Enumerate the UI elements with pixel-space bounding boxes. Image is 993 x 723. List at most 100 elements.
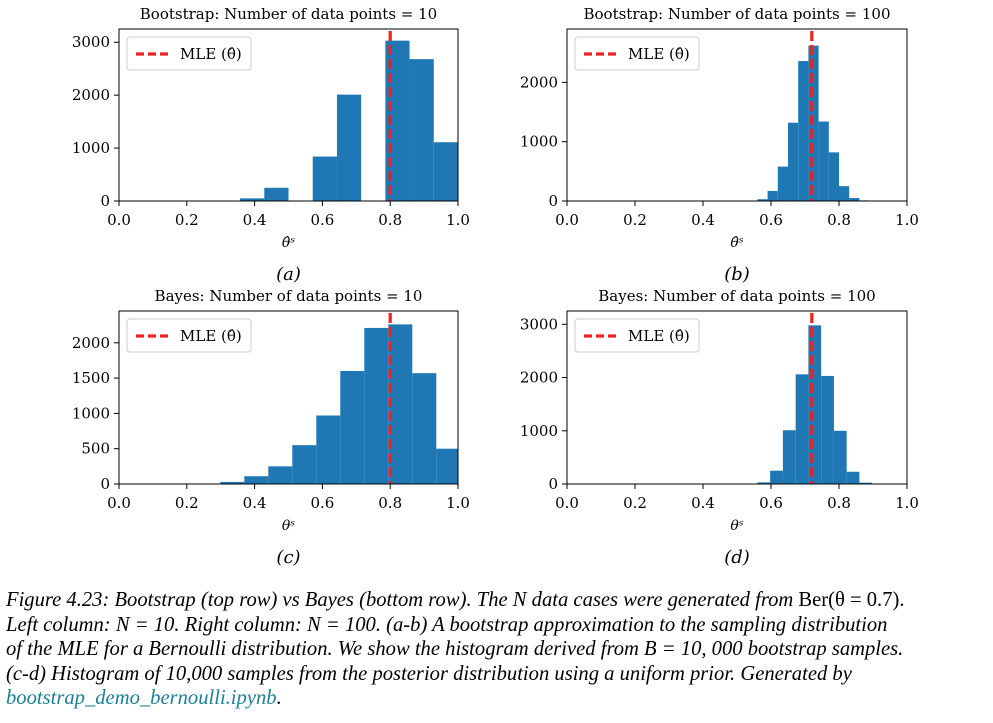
- histogram-bar: [268, 466, 293, 484]
- axes-frame: [566, 28, 908, 202]
- y-tick-label: 2000: [520, 73, 558, 91]
- histogram-bar: [821, 375, 834, 484]
- histogram-bar: [409, 59, 434, 201]
- legend-mle-label: MLE (θ̂): [628, 327, 690, 345]
- y-tick-label: 0: [100, 192, 110, 210]
- panel-label: (a): [276, 264, 301, 285]
- chart-panel-1: Bootstrap: Number of data points = 10 0.0…: [72, 5, 470, 285]
- x-axis-label: θˢ: [730, 518, 743, 534]
- x-tick-label: 0.4: [243, 494, 267, 512]
- chart-panel-3: Bayes: Number of data points = 10 0.0 0.2 0…: [72, 287, 470, 568]
- caption-line-3: of the MLE for a Bernoulli distribution.…: [6, 638, 904, 660]
- histogram-bar: [292, 445, 317, 484]
- histogram-bar: [777, 166, 788, 201]
- y-tick-label: 2000: [72, 334, 110, 352]
- histogram-bar: [336, 94, 362, 201]
- histogram-bar: [340, 371, 365, 484]
- chart-panel-2: Bootstrap: Number of data points = 100 0.…: [520, 5, 919, 285]
- legend-box: [126, 36, 252, 71]
- axes-frame: [566, 310, 908, 485]
- histogram-bar: [412, 373, 437, 484]
- chart-title: Bayes: Number of data points = 10: [155, 287, 423, 305]
- histogram-bar: [240, 198, 265, 201]
- panel-label: (b): [724, 264, 750, 285]
- x-axis-label: θ̂ˢ: [282, 235, 295, 251]
- histogram-bar: [818, 121, 829, 201]
- y-tick-label: 1000: [520, 422, 558, 440]
- x-tick-label: 0.0: [555, 494, 579, 512]
- legend-mle-label: MLE (θ̂): [180, 45, 242, 63]
- caption-line-1-text: Figure 4.23: Bootstrap (top row) vs Baye…: [6, 589, 799, 611]
- x-tick-label: 1.0: [446, 211, 470, 229]
- x-tick-label: 0.0: [555, 211, 579, 229]
- panel-label: (d): [724, 547, 750, 568]
- histogram-bar: [839, 186, 850, 201]
- x-tick-label: 0.0: [107, 211, 131, 229]
- histogram-bar: [828, 152, 839, 201]
- x-tick-label: 0.4: [691, 211, 715, 229]
- histogram-bar: [388, 324, 413, 484]
- y-tick-label: 0: [100, 475, 110, 493]
- y-tick-label: 1000: [520, 133, 558, 151]
- histogram-bar: [808, 45, 819, 201]
- y-tick-label: 500: [81, 440, 110, 458]
- x-tick-label: 0.6: [310, 494, 334, 512]
- x-tick-label: 1.0: [446, 494, 470, 512]
- x-tick-label: 1.0: [895, 494, 919, 512]
- x-tick-label: 0.2: [175, 211, 199, 229]
- legend-mle-label: MLE (θ̂): [628, 45, 690, 63]
- panel-label: (c): [276, 547, 300, 568]
- histogram-bar: [849, 198, 860, 201]
- chart-title: Bootstrap: Number of data points = 100: [584, 5, 891, 23]
- x-tick-label: 0.2: [623, 494, 647, 512]
- chart-title: Bootstrap: Number of data points = 10: [140, 5, 437, 23]
- histogram-bar: [846, 471, 860, 484]
- x-tick-label: 1.0: [895, 211, 919, 229]
- notebook-link[interactable]: bootstrap_demo_bernoulli.ipynb: [6, 687, 277, 709]
- x-tick-label: 0.8: [378, 494, 402, 512]
- figure: Bootstrap: Number of data points = 10 0.0…: [72, 5, 919, 568]
- chart-title: Bayes: Number of data points = 100: [598, 287, 875, 305]
- histogram-bar: [767, 190, 778, 201]
- legend-box: [574, 318, 700, 353]
- y-tick-label: 2000: [520, 369, 558, 387]
- y-tick-label: 3000: [72, 33, 110, 51]
- y-tick-label: 1500: [72, 369, 110, 387]
- histogram-bar: [220, 481, 245, 484]
- histogram-bar: [788, 122, 799, 201]
- x-tick-label: 0.6: [759, 494, 783, 512]
- histogram-bar: [316, 415, 341, 484]
- histogram-bar: [859, 482, 873, 484]
- x-tick-label: 0.6: [310, 211, 334, 229]
- x-tick-label: 0.8: [378, 211, 402, 229]
- histogram-bar: [795, 374, 809, 484]
- x-tick-label: 0.2: [623, 211, 647, 229]
- y-tick-label: 0: [548, 475, 558, 493]
- histogram-bar: [264, 187, 289, 201]
- caption-line-1: Figure 4.23: Bootstrap (top row) vs Baye…: [6, 588, 988, 613]
- y-tick-label: 1000: [72, 139, 110, 157]
- x-tick-label: 0.2: [175, 494, 199, 512]
- histogram-bar: [798, 61, 809, 201]
- x-axis-label: θ̂ˢ: [730, 235, 743, 251]
- histogram-bar: [757, 199, 768, 201]
- y-tick-label: 3000: [520, 315, 558, 333]
- y-tick-label: 0: [548, 192, 558, 210]
- histogram-bar: [757, 482, 771, 484]
- legend-box: [574, 36, 700, 71]
- histogram-bar: [312, 156, 337, 201]
- figure-caption: Figure 4.23: Bootstrap (top row) vs Baye…: [6, 588, 988, 711]
- chart-panel-4: Bayes: Number of data points = 100 0.0 0.2…: [520, 287, 919, 568]
- x-tick-label: 0.4: [691, 494, 715, 512]
- histogram-bar: [244, 476, 269, 484]
- caption-line-4: (c-d) Histogram of 10,000 samples from t…: [6, 662, 852, 685]
- legend-mle-label: MLE (θ̂): [180, 327, 242, 345]
- caption-bernoulli-formula: Ber(θ = 0.7).: [798, 589, 905, 611]
- axes-frame: [118, 28, 459, 202]
- caption-line-5: bootstrap_demo_bernoulli.ipynb.: [6, 686, 988, 711]
- histogram-bar: [833, 430, 847, 484]
- x-axis-label: θˢ: [282, 518, 295, 534]
- y-tick-label: 2000: [72, 86, 110, 104]
- legend-box: [126, 318, 252, 353]
- x-tick-label: 0.0: [107, 494, 131, 512]
